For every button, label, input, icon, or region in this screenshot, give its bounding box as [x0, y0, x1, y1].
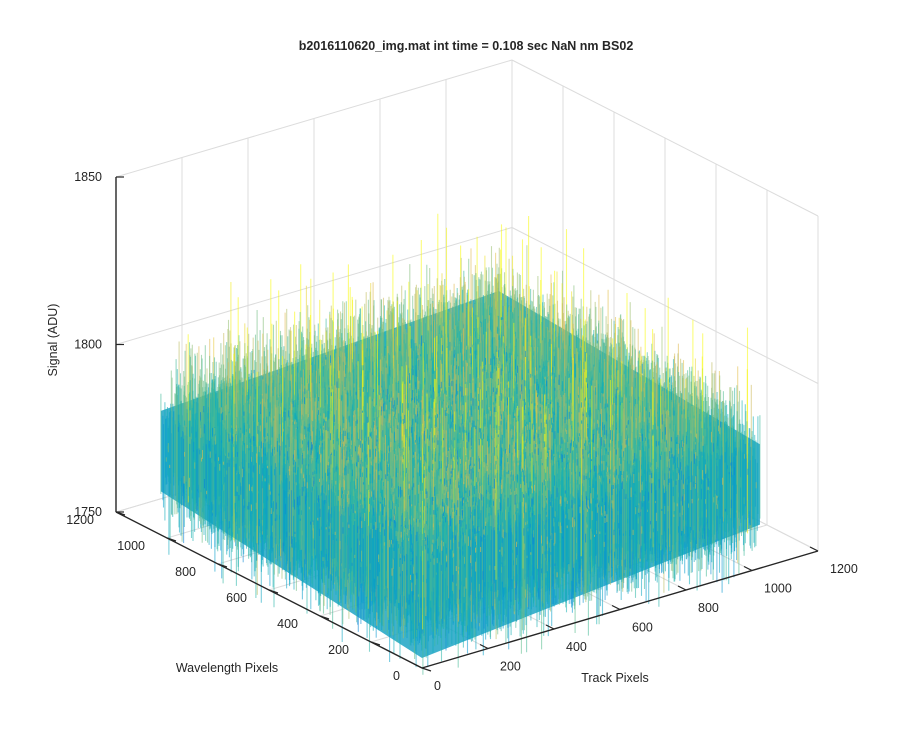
sidewall-grid-z: [511, 59, 819, 217]
backwall-grid-z: [115, 59, 513, 178]
sidewall-grid-z: [511, 227, 819, 384]
noise-surface: [160, 213, 761, 675]
